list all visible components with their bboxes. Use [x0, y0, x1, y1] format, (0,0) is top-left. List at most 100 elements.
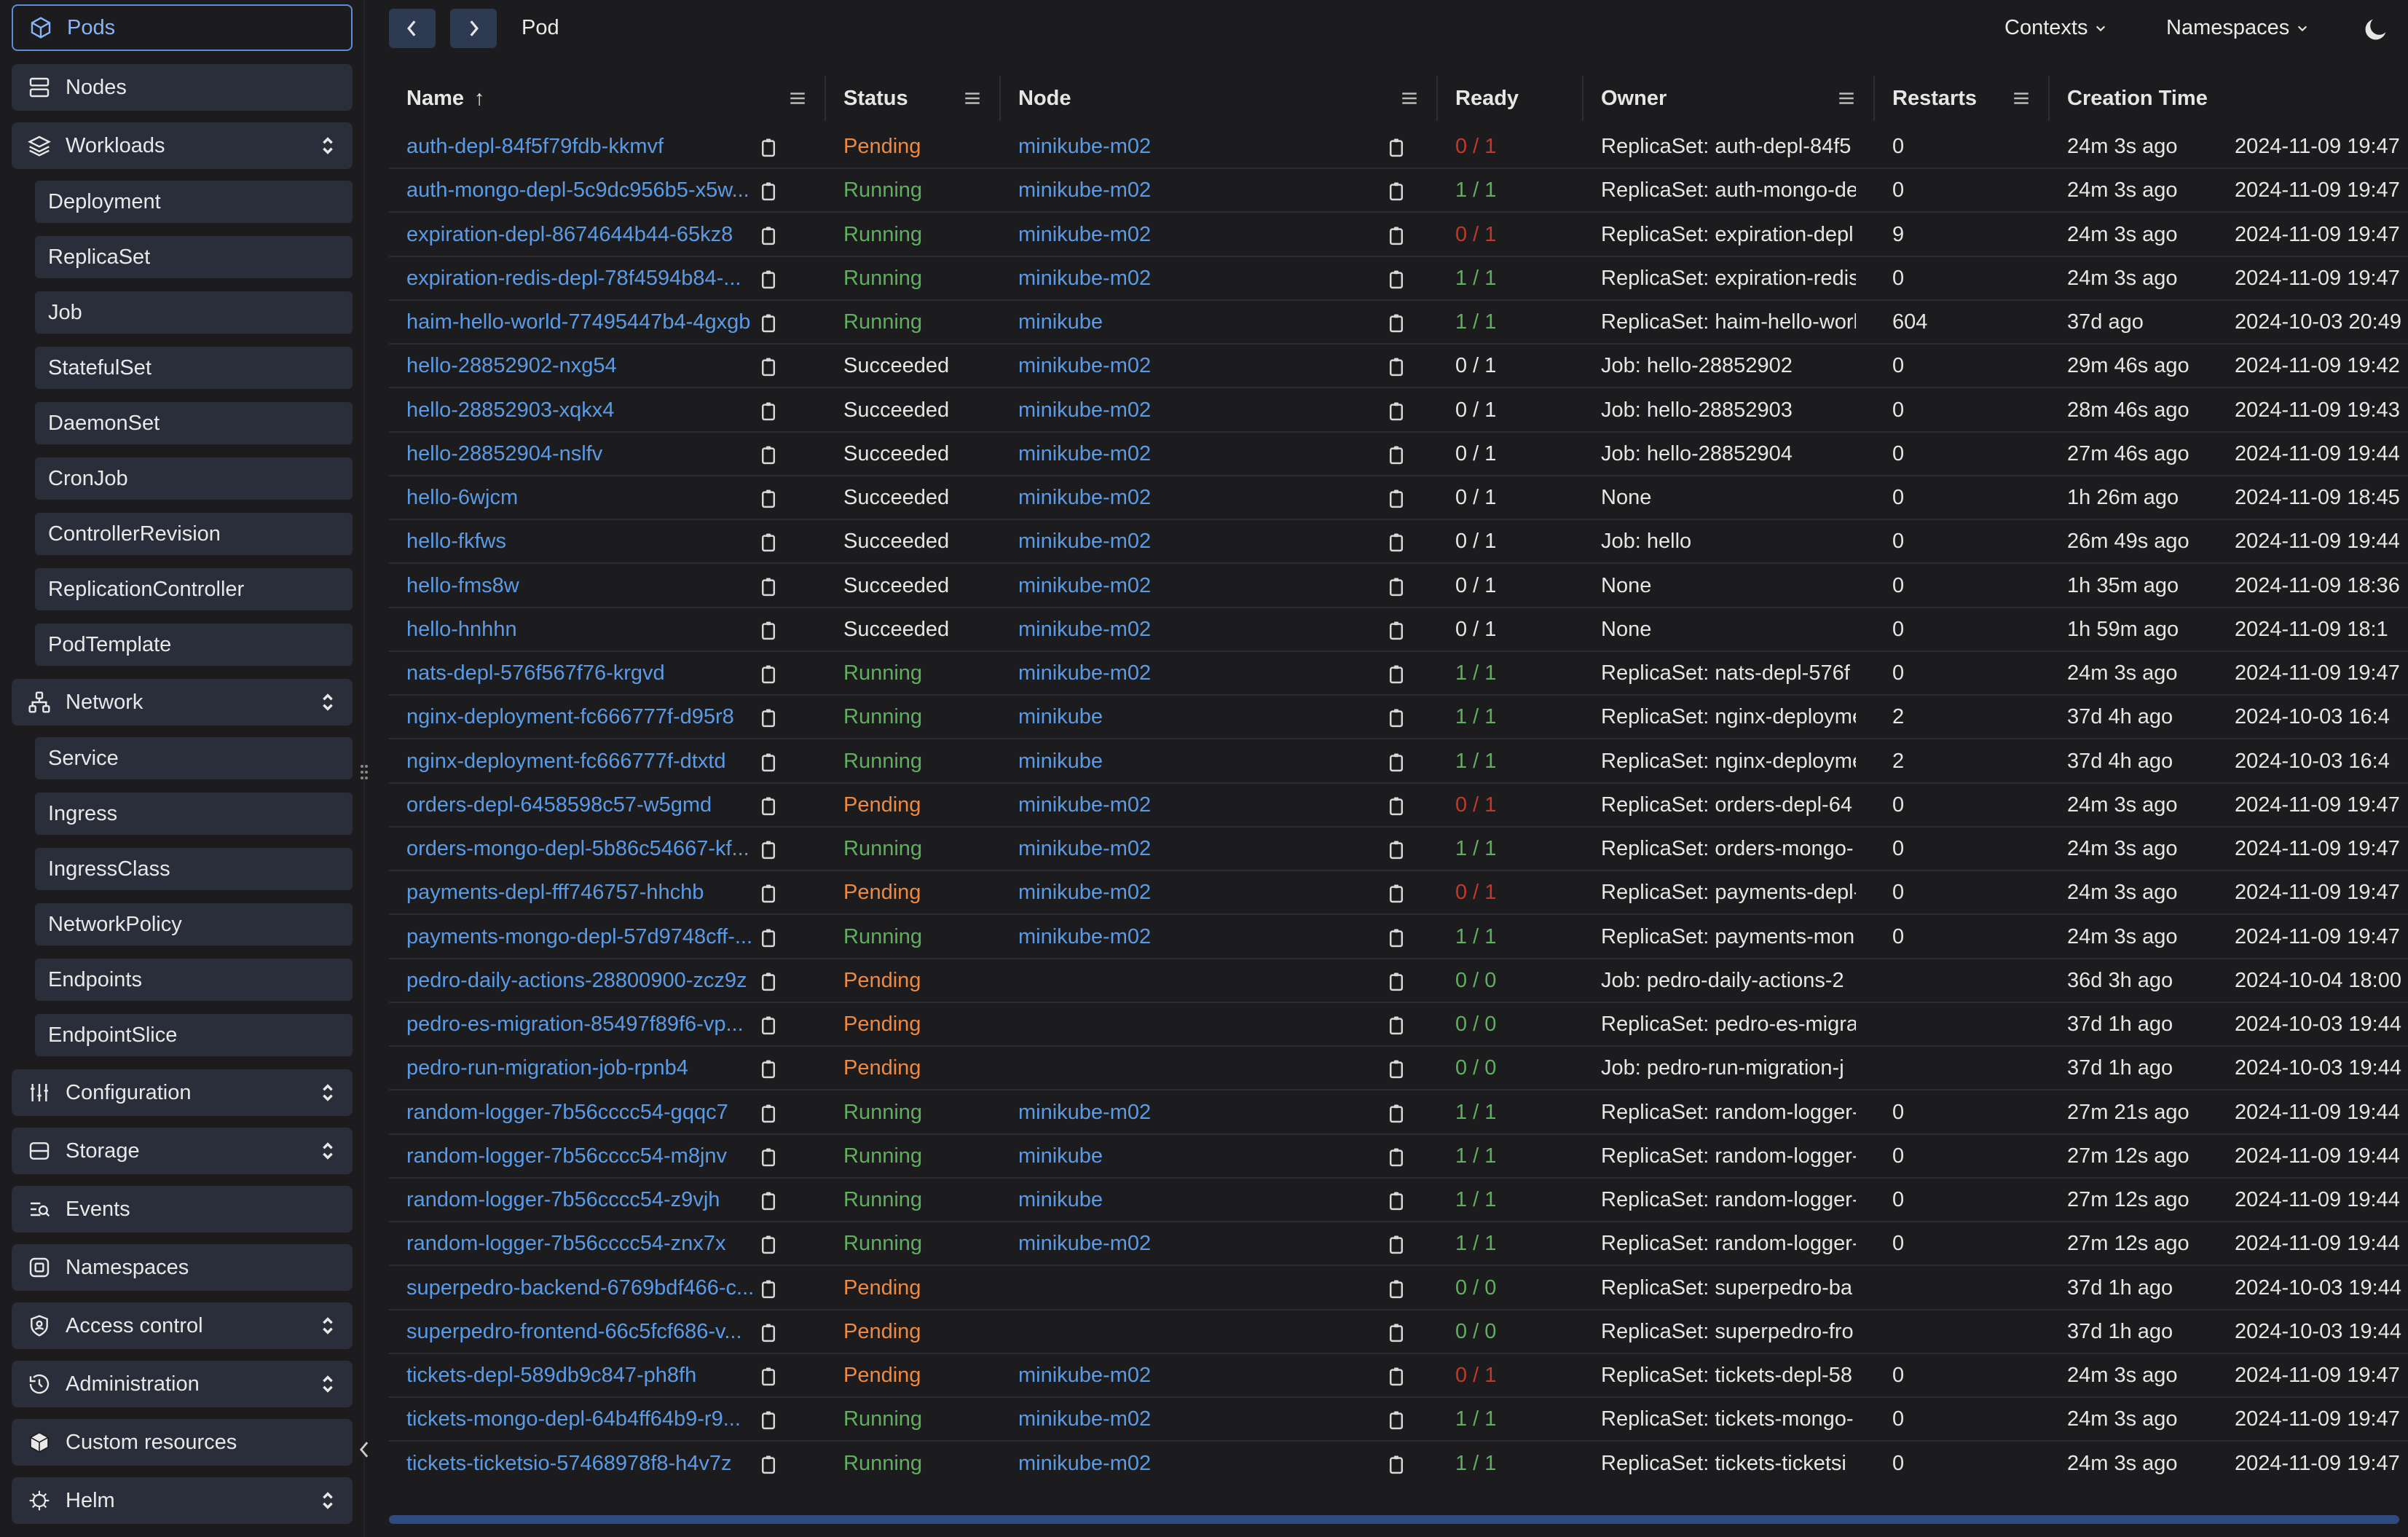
sidebar-subitem-podtemplate[interactable]: PodTemplate [35, 624, 353, 666]
pod-name-link[interactable]: hello-28852904-nslfv [406, 441, 603, 465]
sidebar-subitem-replicationcontroller[interactable]: ReplicationController [35, 568, 353, 610]
pod-name-link[interactable]: nats-depl-576f567f76-krgvd [406, 661, 665, 685]
copy-icon[interactable] [759, 532, 778, 553]
table-row[interactable]: hello-fkfws Succeeded minikube-m02 0 / 1 Job… [389, 520, 2408, 565]
node-link[interactable]: minikube-m02 [1018, 1407, 1152, 1431]
table-row[interactable]: expiration-redis-depl-78f4594b84-... Runn… [389, 257, 2408, 301]
copy-icon[interactable] [1387, 357, 1406, 377]
pod-name-link[interactable]: auth-mongo-depl-5c9dc956b5-x5w... [406, 178, 749, 203]
copy-icon[interactable] [1387, 401, 1406, 422]
copy-icon[interactable] [1387, 577, 1406, 597]
pod-name-link[interactable]: random-logger-7b56cccc54-gqqc7 [406, 1100, 728, 1124]
table-row[interactable]: nginx-deployment-fc666777f-d95r8 Running m… [389, 696, 2408, 740]
table-row[interactable]: superpedro-backend-6769bdf466-c... Pendin… [389, 1267, 2408, 1310]
copy-icon[interactable] [1387, 1104, 1406, 1124]
pod-name-link[interactable]: haim-hello-world-77495447b4-4gxgb [406, 310, 751, 334]
copy-icon[interactable] [759, 1147, 778, 1168]
node-link[interactable]: minikube-m02 [1018, 222, 1152, 246]
pod-name-link[interactable]: tickets-ticketsio-57468978f8-h4v7z [406, 1451, 732, 1475]
table-row[interactable]: tickets-depl-589db9c847-ph8fh Pending mini… [389, 1354, 2408, 1398]
node-link[interactable]: minikube-m02 [1018, 1364, 1152, 1387]
sidebar-item-nodes[interactable]: Nodes [12, 64, 353, 111]
sidebar-subitem-service[interactable]: Service [35, 737, 353, 779]
sidebar-subitem-ingressclass[interactable]: IngressClass [35, 848, 353, 890]
table-row[interactable]: payments-mongo-depl-57d9748cff-... Runnin… [389, 916, 2408, 959]
table-row[interactable]: hello-fms8w Succeeded minikube-m02 0 / 1 Non… [389, 565, 2408, 608]
sidebar-subitem-endpointslice[interactable]: EndpointSlice [35, 1014, 353, 1056]
node-link[interactable]: minikube [1018, 749, 1103, 773]
table-row[interactable]: pedro-daily-actions-28800900-zcz9z Pendin… [389, 959, 2408, 1003]
copy-icon[interactable] [759, 1235, 778, 1255]
node-link[interactable] [1018, 1310, 1237, 1353]
sidebar-item-pods[interactable]: Pods [12, 4, 353, 51]
copy-icon[interactable] [1387, 1410, 1406, 1431]
copy-icon[interactable] [759, 796, 778, 817]
column-divider[interactable] [1436, 76, 1438, 121]
table-row[interactable]: orders-depl-6458598c57-w5gmd Pending minik… [389, 784, 2408, 828]
copy-icon[interactable] [759, 972, 778, 992]
sidebar-subitem-statefulset[interactable]: StatefulSet [35, 347, 353, 389]
copy-icon[interactable] [1387, 752, 1406, 773]
table-row[interactable]: superpedro-frontend-66c5fcf686-v... Pendi… [389, 1310, 2408, 1354]
column-divider[interactable] [2048, 76, 2050, 121]
forward-button[interactable] [450, 9, 497, 48]
copy-icon[interactable] [759, 489, 778, 509]
copy-icon[interactable] [759, 1410, 778, 1431]
node-link[interactable]: minikube-m02 [1018, 178, 1152, 203]
sidebar-subitem-daemonset[interactable]: DaemonSet [35, 402, 353, 444]
pod-name-link[interactable]: nginx-deployment-fc666777f-dtxtd [406, 749, 726, 773]
pod-name-link[interactable]: pedro-daily-actions-28800900-zcz9z [406, 968, 747, 992]
table-row[interactable]: auth-depl-84f5f79fdb-kkmvf Pending minikub… [389, 125, 2408, 169]
copy-icon[interactable] [1387, 270, 1406, 290]
pod-name-link[interactable]: orders-depl-6458598c57-w5gmd [406, 793, 712, 817]
copy-icon[interactable] [759, 1455, 778, 1475]
copy-icon[interactable] [759, 445, 778, 465]
pod-name-link[interactable]: tickets-mongo-depl-64b4ff64b9-r9... [406, 1407, 741, 1431]
copy-icon[interactable] [1387, 928, 1406, 948]
table-row[interactable]: nginx-deployment-fc666777f-dtxtd Running m… [389, 740, 2408, 784]
copy-icon[interactable] [759, 270, 778, 290]
copy-icon[interactable] [1387, 884, 1406, 904]
sidebar-subitem-deployment[interactable]: Deployment [35, 181, 353, 223]
table-row[interactable]: orders-mongo-depl-5b86c54667-kf... Runnin… [389, 828, 2408, 871]
node-link[interactable]: minikube-m02 [1018, 530, 1152, 554]
node-link[interactable] [1018, 1003, 1237, 1045]
node-link[interactable]: minikube-m02 [1018, 617, 1152, 641]
copy-icon[interactable] [759, 1104, 778, 1124]
copy-icon[interactable] [1387, 708, 1406, 728]
copy-icon[interactable] [1387, 445, 1406, 465]
copy-icon[interactable] [1387, 226, 1406, 246]
table-row[interactable]: auth-mongo-depl-5c9dc956b5-x5w... Running… [389, 169, 2408, 213]
sidebar-item-network[interactable]: Network [12, 679, 353, 726]
node-link[interactable]: minikube [1018, 1188, 1103, 1211]
pod-name-link[interactable]: pedro-run-migration-job-rpnb4 [406, 1056, 688, 1080]
copy-icon[interactable] [759, 752, 778, 773]
sidebar-subitem-replicaset[interactable]: ReplicaSet [35, 236, 353, 278]
copy-icon[interactable] [759, 181, 778, 202]
column-divider[interactable] [1582, 76, 1583, 121]
table-row[interactable]: tickets-mongo-depl-64b4ff64b9-r9... Runni… [389, 1398, 2408, 1442]
copy-icon[interactable] [1387, 840, 1406, 860]
pod-name-link[interactable]: random-logger-7b56cccc54-znx7x [406, 1232, 726, 1256]
pod-name-link[interactable]: random-logger-7b56cccc54-m8jnv [406, 1144, 728, 1168]
node-link[interactable]: minikube-m02 [1018, 661, 1152, 685]
copy-icon[interactable] [759, 313, 778, 334]
node-link[interactable]: minikube-m02 [1018, 793, 1152, 817]
pod-name-link[interactable]: expiration-depl-8674644b44-65kz8 [406, 222, 733, 246]
horizontal-scrollbar[interactable] [389, 1515, 2399, 1524]
copy-icon[interactable] [759, 577, 778, 597]
column-menu-icon[interactable] [1400, 90, 1419, 106]
copy-icon[interactable] [1387, 1279, 1406, 1300]
copy-icon[interactable] [1387, 1191, 1406, 1211]
node-link[interactable]: minikube [1018, 705, 1103, 729]
pod-name-link[interactable]: hello-6wjcm [406, 486, 519, 509]
sidebar-item-events[interactable]: Events [12, 1186, 353, 1233]
table-row[interactable]: hello-28852902-nxg54 Succeeded minikube-m0… [389, 345, 2408, 389]
pod-name-link[interactable]: payments-mongo-depl-57d9748cff-... [406, 924, 753, 948]
sidebar-subitem-job[interactable]: Job [35, 291, 353, 334]
node-link[interactable]: minikube-m02 [1018, 881, 1152, 905]
column-header-node[interactable]: Node [1018, 71, 1071, 125]
column-header-restarts[interactable]: Restarts [1892, 71, 1977, 125]
node-link[interactable]: minikube-m02 [1018, 1451, 1152, 1475]
pod-name-link[interactable]: payments-depl-fff746757-hhchb [406, 881, 704, 905]
